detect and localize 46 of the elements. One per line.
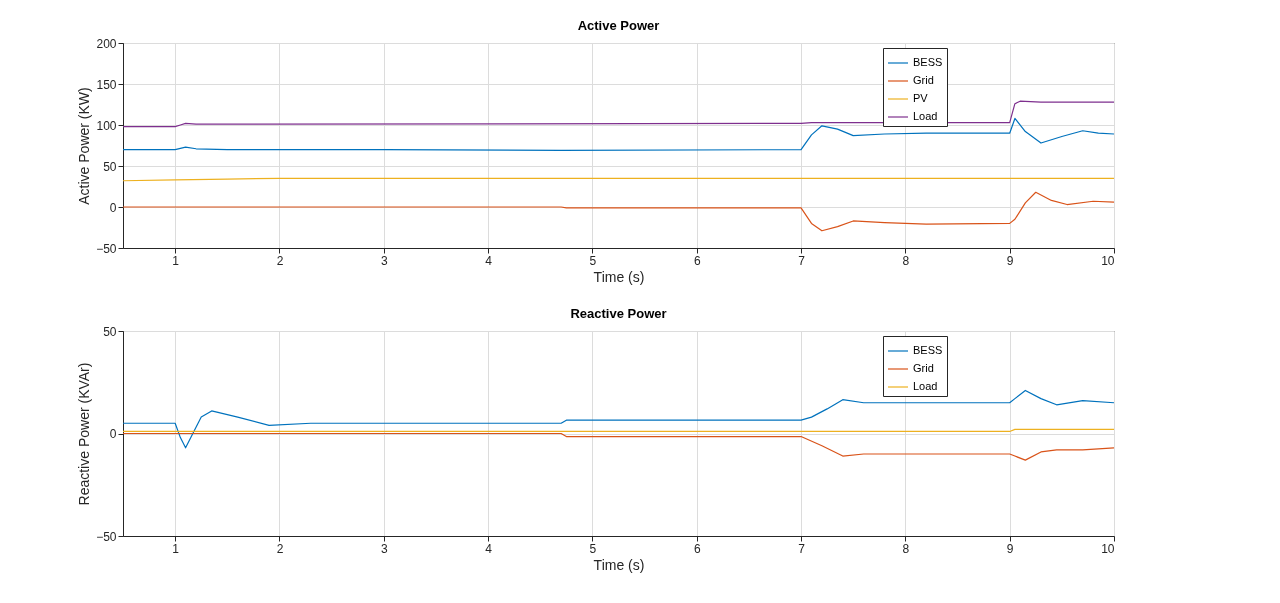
y-tick-label: −50 bbox=[96, 529, 117, 544]
x-tick-label: 1 bbox=[172, 541, 180, 556]
x-tick-label: 10 bbox=[1101, 541, 1115, 556]
legend-label: PV bbox=[913, 92, 929, 104]
line-series bbox=[123, 389, 1114, 449]
x-tick-label: 4 bbox=[485, 541, 493, 556]
y-tick-label: 0 bbox=[109, 200, 117, 215]
y-axis-title: Reactive Power (KVAr) bbox=[76, 362, 93, 506]
y-tick-label: 50 bbox=[103, 159, 117, 174]
legend-label: BESS bbox=[913, 344, 943, 356]
x-tick-label: 8 bbox=[902, 253, 910, 268]
legend-label: Load bbox=[913, 380, 938, 392]
y-axis-title: Active Power (KW) bbox=[76, 87, 93, 205]
line-series bbox=[123, 432, 1114, 461]
line-series bbox=[123, 100, 1114, 128]
x-tick-label: 5 bbox=[589, 541, 597, 556]
x-tick-label: 7 bbox=[798, 541, 806, 556]
y-tick-label: 200 bbox=[96, 36, 117, 51]
x-axis-title: Time (s) bbox=[593, 556, 645, 573]
x-tick-label: 6 bbox=[693, 253, 701, 268]
chart-title: Reactive Power bbox=[570, 306, 667, 321]
x-tick-label: 8 bbox=[902, 541, 910, 556]
x-tick-label: 2 bbox=[276, 253, 284, 268]
x-axis-title: Time (s) bbox=[593, 268, 645, 285]
x-tick-label: 5 bbox=[589, 253, 597, 268]
y-tick-label: 100 bbox=[96, 118, 117, 133]
x-tick-label: 6 bbox=[693, 541, 701, 556]
y-tick-label: 150 bbox=[96, 77, 117, 92]
legend-label: Grid bbox=[913, 74, 934, 86]
legend-label: Load bbox=[913, 110, 938, 122]
y-tick-label: −50 bbox=[96, 241, 117, 256]
legend-label: BESS bbox=[913, 56, 943, 68]
x-tick-label: 3 bbox=[380, 253, 388, 268]
line-series bbox=[123, 191, 1114, 232]
x-tick-label: 4 bbox=[485, 253, 493, 268]
x-tick-label: 3 bbox=[380, 541, 388, 556]
x-tick-label: 7 bbox=[798, 253, 806, 268]
y-tick-label: 50 bbox=[103, 324, 117, 339]
x-tick-label: 2 bbox=[276, 541, 284, 556]
x-tick-label: 1 bbox=[172, 253, 180, 268]
x-tick-label: 10 bbox=[1101, 253, 1115, 268]
y-tick-label: 0 bbox=[109, 427, 117, 441]
x-tick-label: 9 bbox=[1006, 253, 1014, 268]
x-tick-label: 9 bbox=[1006, 541, 1014, 556]
legend-label: Grid bbox=[913, 362, 934, 374]
chart-title: Active Power bbox=[577, 18, 660, 33]
